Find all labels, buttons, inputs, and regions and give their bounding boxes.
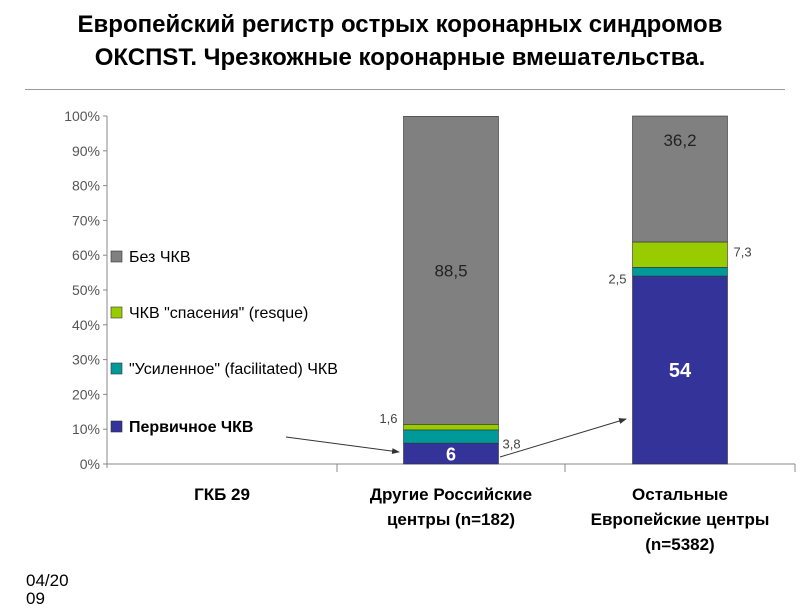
y-tick-label: 20% (72, 386, 100, 402)
y-tick-label: 100% (64, 108, 100, 124)
title-line-1: Европейский регистр острых коронарных си… (77, 11, 723, 38)
y-tick-label: 40% (72, 317, 100, 333)
slide-title: Европейский регистр острых коронарных си… (0, 8, 800, 74)
title-line-2: ОКСПST. Чрезкожные коронарные вмешательс… (94, 44, 706, 71)
footer-date: 04/2009 (26, 571, 69, 608)
legend-swatch (110, 250, 123, 263)
category-label: Европейские центры (591, 510, 770, 529)
data-label: 54 (669, 360, 692, 382)
y-tick-label: 0% (80, 456, 100, 472)
y-tick-label: 80% (72, 178, 100, 194)
bar-segment (632, 115, 728, 243)
arrow-russian-to-european (499, 418, 627, 458)
data-label: 88,5 (434, 261, 467, 280)
data-label: 3,8 (503, 437, 521, 452)
y-tick-label: 70% (72, 212, 100, 228)
bar-segment (632, 241, 728, 268)
category-label: (n=5382) (645, 535, 714, 554)
data-label: 7,3 (734, 245, 752, 260)
legend-label: Без ЧКВ (129, 249, 190, 266)
bar-segment (403, 424, 499, 431)
category-label: центры (n=182) (387, 510, 515, 529)
legend-swatch (110, 362, 123, 375)
bar-segment (632, 275, 728, 465)
legend-swatch (110, 306, 123, 319)
bar-segment (403, 429, 499, 444)
bar-segment (403, 116, 499, 425)
y-tick-label: 50% (72, 282, 100, 298)
data-label: 36,2 (663, 131, 696, 150)
data-label: 6 (446, 445, 456, 465)
category-label: ГКБ 29 (194, 485, 250, 504)
legend-label: "Усиленное" (facilitated) ЧКВ (129, 361, 338, 378)
bar-segment (632, 267, 728, 277)
title-divider (25, 89, 785, 90)
y-tick-label: 60% (72, 247, 100, 263)
category-label: Остальные (632, 485, 728, 504)
data-label: 2,5 (608, 272, 626, 287)
y-tick-label: 30% (72, 352, 100, 368)
y-tick-label: 90% (72, 143, 100, 159)
legend-swatch (110, 420, 123, 433)
legend-label: Первичное ЧКВ (129, 419, 253, 436)
data-label: 1,6 (379, 411, 397, 426)
y-tick-label: 10% (72, 421, 100, 437)
legend-label: ЧКВ "спасения" (resque) (129, 305, 308, 322)
arrow-primary-to-russian (285, 436, 400, 455)
category-label: Другие Российские (370, 485, 532, 504)
